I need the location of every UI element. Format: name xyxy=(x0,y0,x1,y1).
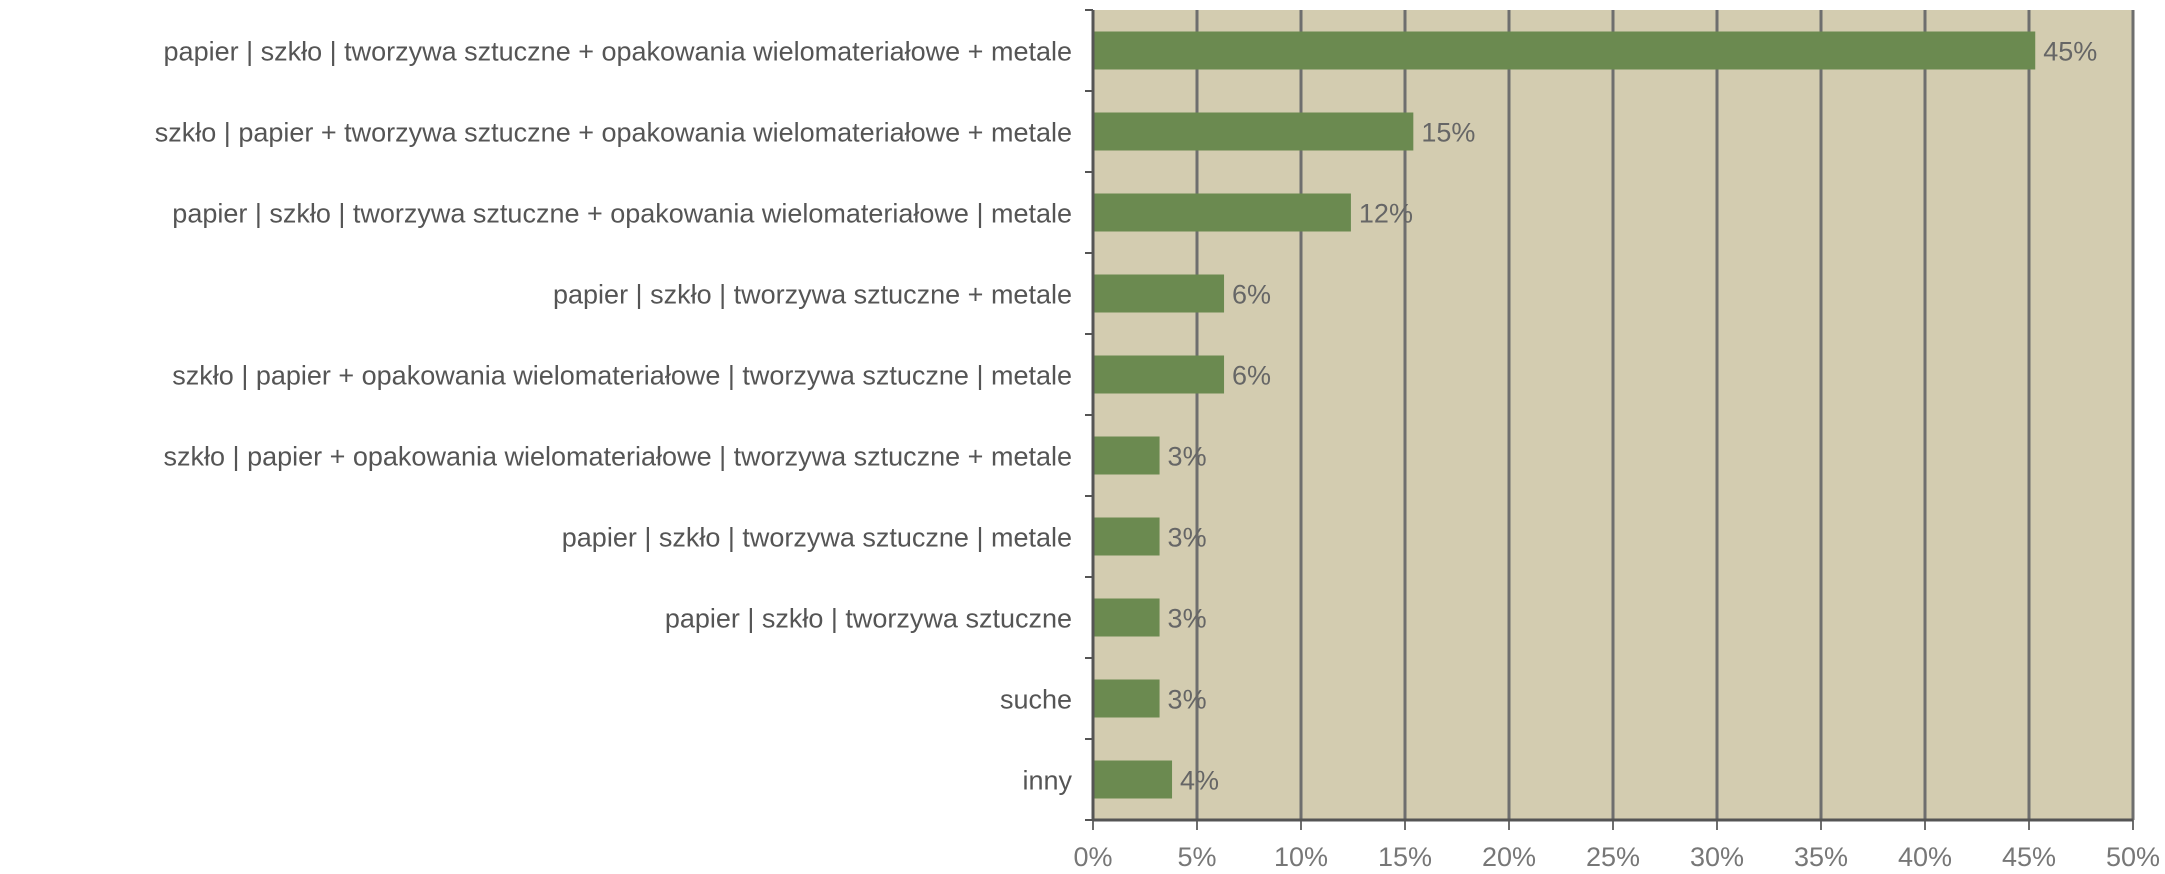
bar xyxy=(1094,193,1351,232)
category-label: papier | szkło | tworzywa sztuczne + opa… xyxy=(164,37,1072,67)
bar xyxy=(1094,760,1173,799)
bar xyxy=(1094,598,1160,637)
category-label: inny xyxy=(1022,766,1072,796)
data-label: 45% xyxy=(2043,37,2097,67)
bar xyxy=(1094,274,1225,313)
data-label: 15% xyxy=(1421,118,1475,148)
x-tick-label: 25% xyxy=(1586,842,1640,872)
x-tick-label: 0% xyxy=(1073,842,1112,872)
category-label: szkło | papier + opakowania wielomateria… xyxy=(164,442,1072,472)
data-label: 3% xyxy=(1168,442,1207,472)
x-tick-label: 15% xyxy=(1378,842,1432,872)
x-tick-label: 20% xyxy=(1482,842,1536,872)
category-label: szkło | papier + opakowania wielomateria… xyxy=(172,361,1072,391)
data-label: 3% xyxy=(1168,523,1207,553)
category-label: papier | szkło | tworzywa sztuczne + opa… xyxy=(172,199,1072,229)
category-label: papier | szkło | tworzywa sztuczne + met… xyxy=(553,280,1072,310)
data-label: 4% xyxy=(1180,766,1219,796)
data-label: 3% xyxy=(1168,604,1207,634)
axes xyxy=(1085,9,2134,830)
x-tick-label: 10% xyxy=(1274,842,1328,872)
category-label: papier | szkło | tworzywa sztuczne | met… xyxy=(562,523,1072,553)
bar xyxy=(1094,517,1160,556)
x-tick-label: 45% xyxy=(2002,842,2056,872)
x-tick-label: 50% xyxy=(2106,842,2160,872)
data-label: 6% xyxy=(1232,280,1271,310)
x-tick-label: 30% xyxy=(1690,842,1744,872)
x-tick-label: 40% xyxy=(1898,842,1952,872)
data-label: 12% xyxy=(1359,199,1413,229)
data-label: 3% xyxy=(1168,685,1207,715)
category-label: suche xyxy=(1000,685,1072,715)
bars xyxy=(1094,31,2036,799)
data-label: 6% xyxy=(1232,361,1271,391)
bar xyxy=(1094,31,2036,70)
bar xyxy=(1094,112,1414,151)
category-label: papier | szkło | tworzywa sztuczne xyxy=(665,604,1072,634)
labels: 0% 5% 10% 15% 20% 25% 30% 35% 40% 45% 50% 45% papier… xyxy=(155,37,2160,873)
bar xyxy=(1094,355,1225,394)
x-tick-label: 5% xyxy=(1177,842,1216,872)
x-tick-label: 35% xyxy=(1794,842,1848,872)
bar xyxy=(1094,679,1160,718)
bar xyxy=(1094,436,1160,475)
category-label: szkło | papier + tworzywa sztuczne + opa… xyxy=(155,118,1072,148)
